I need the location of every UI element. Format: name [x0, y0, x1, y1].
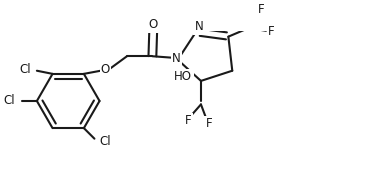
Text: Cl: Cl: [4, 94, 15, 108]
Text: F: F: [185, 114, 191, 127]
Text: Cl: Cl: [20, 63, 31, 76]
Text: F: F: [206, 118, 212, 131]
Text: Cl: Cl: [99, 135, 111, 148]
Text: F: F: [258, 3, 265, 16]
Text: F: F: [268, 25, 275, 38]
Text: O: O: [101, 63, 110, 76]
Text: N: N: [172, 52, 181, 65]
Text: O: O: [149, 18, 158, 31]
Text: N: N: [195, 20, 203, 33]
Text: HO: HO: [174, 70, 192, 83]
